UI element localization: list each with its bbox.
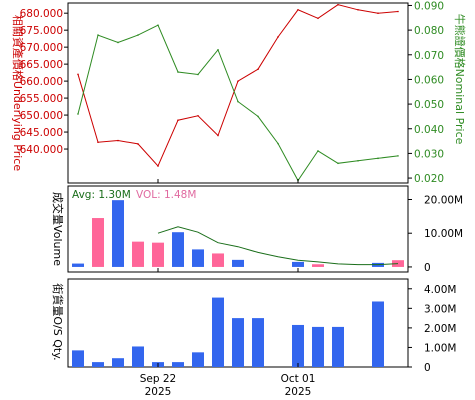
data-point-nominal [137, 34, 139, 36]
data-point-nominal [177, 71, 179, 73]
left-tick-label: 645.000 [20, 127, 63, 139]
volume-bar [112, 200, 124, 267]
os-qty-bar [192, 352, 204, 367]
x-tick-label: Sep 22 [140, 373, 177, 385]
data-point-underlying [177, 119, 179, 121]
volume-axis-title: 成交量Volume [51, 192, 65, 266]
legend-volume: VOL: 1.48M [136, 189, 196, 201]
data-point-nominal [217, 49, 219, 51]
right-tick-label: 0.050 [414, 99, 444, 111]
x-tick-year: 2025 [285, 386, 312, 398]
os-qty-bar [372, 301, 384, 367]
data-point-underlying [377, 12, 379, 14]
x-tick-label: Oct 01 [281, 373, 316, 385]
data-point-nominal [357, 160, 359, 162]
volume-bar [172, 232, 184, 267]
data-point-nominal [397, 155, 399, 157]
os-qty-tick-label: 3.00M [424, 303, 456, 315]
os-qty-bar [92, 362, 104, 367]
data-point-underlying [337, 3, 339, 6]
volume-bar [132, 241, 144, 267]
volume-bar [72, 263, 84, 267]
left-tick-label: 670.000 [20, 42, 63, 54]
data-point-underlying [197, 114, 199, 117]
os-qty-axis-title: 街貨量O/S Qty. [51, 283, 65, 360]
right-tick-label: 0.020 [414, 173, 444, 185]
volume-panel-frame [67, 185, 409, 273]
data-point-nominal [337, 162, 339, 165]
data-point-nominal [237, 100, 239, 103]
data-point-underlying [297, 8, 299, 11]
left-tick-label: 655.000 [20, 93, 63, 105]
volume-bar [232, 259, 244, 267]
data-point-underlying [357, 8, 359, 11]
right-tick-label: 0.080 [414, 25, 444, 37]
data-point-underlying [277, 36, 279, 38]
x-tick-year: 2025 [145, 386, 172, 398]
data-point-nominal [117, 41, 119, 44]
price-panel-frame [67, 2, 409, 184]
data-point-underlying [77, 73, 79, 76]
volume-bar [152, 242, 164, 267]
volume-bar [92, 218, 104, 267]
right-tick-label: 0.040 [414, 124, 444, 136]
right-tick-label: 0.090 [414, 0, 444, 12]
os-qty-tick-label: 1.00M [424, 342, 456, 354]
volume-average-line [157, 226, 399, 266]
os-qty-tick-label: 2.00M [424, 323, 456, 335]
data-point-nominal [197, 73, 199, 76]
right-tick-label: 0.070 [414, 50, 444, 62]
data-point-nominal [97, 34, 99, 36]
os-qty-tick-label: 0 [424, 362, 431, 374]
data-point-nominal [377, 157, 379, 160]
right-tick-label: 0.030 [414, 148, 444, 160]
left-tick-label: 640.000 [20, 144, 63, 156]
data-point-nominal [157, 24, 159, 26]
data-point-underlying [237, 80, 239, 82]
os-qty-bar [112, 358, 124, 367]
right-axis-title: 牛熊證價格Nominal Price [453, 14, 467, 145]
data-point-underlying [317, 17, 319, 20]
data-point-underlying [257, 68, 259, 71]
left-tick-label: 680.000 [20, 8, 63, 20]
os-qty-bar [332, 326, 344, 367]
os-qty-tick-label: 4.00M [424, 284, 456, 296]
os-qty-bar [132, 346, 144, 367]
data-point-underlying [117, 139, 119, 142]
data-point-underlying [97, 141, 99, 144]
data-point-nominal [257, 115, 259, 118]
data-point-underlying [137, 143, 139, 145]
data-point-nominal [77, 113, 79, 115]
volume-tick-label: 10.00M [424, 228, 463, 240]
data-point-underlying [217, 134, 219, 137]
left-tick-label: 665.000 [20, 59, 63, 71]
right-tick-label: 0.060 [414, 74, 444, 86]
os-qty-bar [172, 362, 184, 367]
volume-bar [292, 261, 304, 267]
volume-tick-label: 0 [424, 262, 431, 274]
volume-bar [392, 260, 404, 267]
volume-bar [212, 253, 224, 267]
volume-bar [192, 249, 204, 267]
left-tick-label: 650.000 [20, 110, 63, 122]
os-qty-bar [212, 297, 224, 367]
os-qty-bar [232, 318, 244, 367]
data-point-nominal [277, 142, 279, 145]
legend-average: Avg: 1.30M [72, 189, 131, 201]
volume-tick-label: 20.00M [424, 194, 463, 206]
left-tick-label: 675.000 [20, 25, 63, 37]
os-qty-bar [312, 326, 324, 367]
os-qty-bar [292, 324, 304, 367]
volume-bar [312, 264, 324, 267]
os-qty-bar [252, 318, 264, 367]
data-point-nominal [317, 150, 319, 152]
os-qty-bar [72, 350, 84, 367]
data-point-underlying [157, 165, 159, 167]
left-tick-label: 660.000 [20, 76, 63, 88]
left-axis-title: 相關資產價格Underlying Price [11, 15, 25, 171]
data-point-underlying [397, 10, 399, 13]
